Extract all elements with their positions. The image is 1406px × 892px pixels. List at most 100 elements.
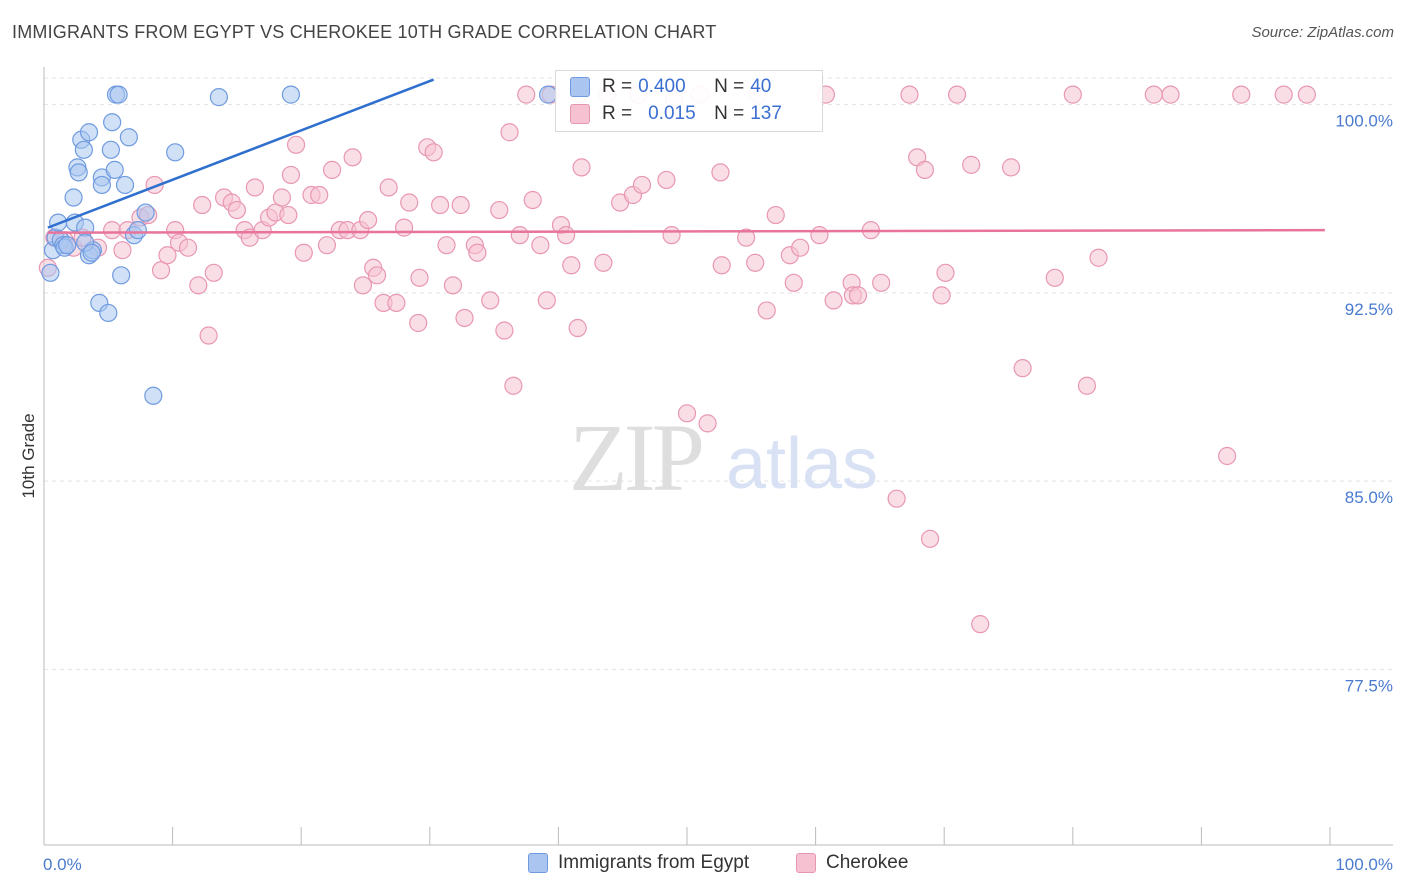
legend-r-label: R =: [602, 76, 633, 97]
data-point: [1089, 248, 1108, 267]
data-point: [504, 376, 523, 395]
data-point: [358, 210, 378, 230]
data-point: [310, 185, 329, 205]
data-point: [79, 123, 99, 142]
legend-swatch-pink: [570, 104, 590, 124]
chart-source: Source: ZipAtlas.com: [1251, 24, 1394, 41]
data-point: [887, 489, 906, 508]
data-point: [281, 165, 301, 185]
x-tick-label-min: 0.0%: [43, 855, 82, 874]
data-point: [1144, 85, 1163, 104]
data-point: [158, 246, 177, 265]
data-point: [430, 195, 450, 215]
bottom-legend-swatch-pink: [796, 853, 816, 873]
bottom-legend-egypt[interactable]: Immigrants from Egypt: [528, 852, 749, 874]
y-axis-label: 10th Grade: [19, 413, 38, 498]
data-point: [41, 263, 60, 282]
data-point: [272, 188, 292, 207]
data-point: [784, 273, 803, 292]
data-point: [151, 261, 171, 280]
data-point: [322, 160, 342, 179]
data-point: [932, 286, 951, 305]
data-point: [481, 291, 500, 310]
data-point: [468, 243, 487, 262]
legend-r-label: R =: [602, 103, 633, 124]
data-point: [92, 175, 111, 195]
data-point: [409, 313, 428, 333]
cherokee-points: [38, 85, 1316, 634]
data-point: [178, 238, 198, 257]
legend-n-label: N =: [714, 103, 745, 124]
legend-row-egypt: R = 0.400 N = 40: [570, 74, 771, 100]
data-point: [437, 236, 456, 255]
data-point: [74, 140, 93, 159]
data-point: [113, 241, 132, 260]
data-point: [443, 276, 463, 295]
data-point: [189, 276, 208, 295]
data-point: [495, 321, 514, 340]
data-point: [101, 140, 120, 159]
data-point: [69, 163, 88, 182]
trend-line-cherokee: [47, 228, 1325, 234]
data-point: [568, 318, 587, 338]
x-tick-label-max: 100.0%: [1335, 855, 1393, 874]
bottom-legend-cherokee[interactable]: Cherokee: [796, 852, 908, 874]
data-point: [1045, 268, 1064, 287]
data-point: [1077, 376, 1097, 395]
data-point: [746, 253, 765, 272]
legend-n-label: N =: [714, 76, 745, 97]
data-point: [1297, 85, 1316, 104]
data-point: [900, 85, 919, 104]
egypt-points: [41, 85, 558, 405]
data-point: [1218, 446, 1237, 466]
data-point: [204, 263, 223, 282]
data-point: [711, 163, 730, 182]
data-point: [294, 243, 313, 262]
data-point: [1001, 158, 1021, 177]
data-point: [947, 85, 967, 104]
data-point: [1274, 85, 1293, 104]
data-point: [82, 243, 101, 262]
data-point: [227, 200, 246, 220]
data-point: [109, 85, 128, 104]
data-point: [594, 253, 613, 272]
data-point: [523, 190, 542, 210]
y-tick-labels: 100.0% 92.5% 85.0% 77.5%: [1335, 112, 1393, 696]
y-tick-label: 85.0%: [1345, 488, 1393, 507]
data-point: [510, 226, 529, 245]
data-point: [455, 308, 474, 328]
legend-r-value: 0.015: [648, 103, 696, 124]
y-tick-label: 92.5%: [1345, 300, 1393, 319]
chart-title: IMMIGRANTS FROM EGYPT VS CHEROKEE 10TH G…: [12, 22, 717, 42]
data-point: [209, 88, 228, 107]
data-point: [500, 123, 519, 142]
data-point: [810, 226, 829, 245]
bottom-legend: Immigrants from Egypt Cherokee: [0, 852, 1406, 878]
data-point: [557, 226, 576, 245]
data-point: [112, 266, 131, 285]
y-tick-label: 77.5%: [1345, 676, 1393, 695]
data-point: [537, 291, 556, 310]
bottom-legend-label: Cherokee: [826, 852, 909, 873]
data-point: [677, 404, 697, 423]
data-point: [737, 228, 756, 247]
data-point: [387, 293, 406, 313]
data-point: [317, 236, 337, 255]
data-point: [1161, 85, 1180, 104]
legend-n-value: 40: [750, 76, 772, 97]
data-point: [281, 85, 301, 104]
axes: [43, 67, 1393, 846]
data-point: [64, 188, 83, 207]
data-point: [394, 218, 414, 237]
data-point: [400, 193, 419, 212]
stats-legend: R = 0.400 N = 40 R = 0.015 N = 137: [555, 70, 823, 132]
data-point: [920, 529, 940, 548]
data-point: [379, 178, 398, 197]
watermark-zip: ZIP: [569, 404, 702, 511]
data-point: [166, 143, 185, 162]
data-point: [245, 178, 265, 197]
watermark-atlas: atlas: [726, 424, 878, 504]
data-point: [766, 205, 785, 225]
data-point: [791, 238, 810, 257]
